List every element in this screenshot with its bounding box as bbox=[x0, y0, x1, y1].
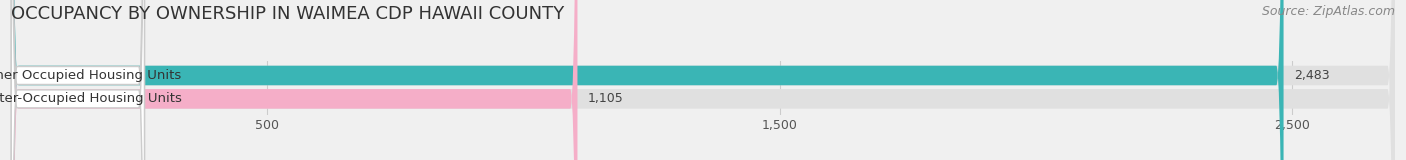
FancyBboxPatch shape bbox=[11, 0, 145, 160]
Text: 1,105: 1,105 bbox=[588, 92, 623, 105]
Text: OCCUPANCY BY OWNERSHIP IN WAIMEA CDP HAWAII COUNTY: OCCUPANCY BY OWNERSHIP IN WAIMEA CDP HAW… bbox=[11, 5, 564, 23]
FancyBboxPatch shape bbox=[11, 0, 145, 160]
FancyBboxPatch shape bbox=[11, 0, 578, 160]
Text: Renter-Occupied Housing Units: Renter-Occupied Housing Units bbox=[0, 92, 181, 105]
Text: Source: ZipAtlas.com: Source: ZipAtlas.com bbox=[1261, 5, 1395, 18]
Text: Owner Occupied Housing Units: Owner Occupied Housing Units bbox=[0, 69, 181, 82]
FancyBboxPatch shape bbox=[11, 0, 1284, 160]
FancyBboxPatch shape bbox=[11, 0, 1395, 160]
FancyBboxPatch shape bbox=[11, 0, 1395, 160]
Text: 2,483: 2,483 bbox=[1294, 69, 1330, 82]
